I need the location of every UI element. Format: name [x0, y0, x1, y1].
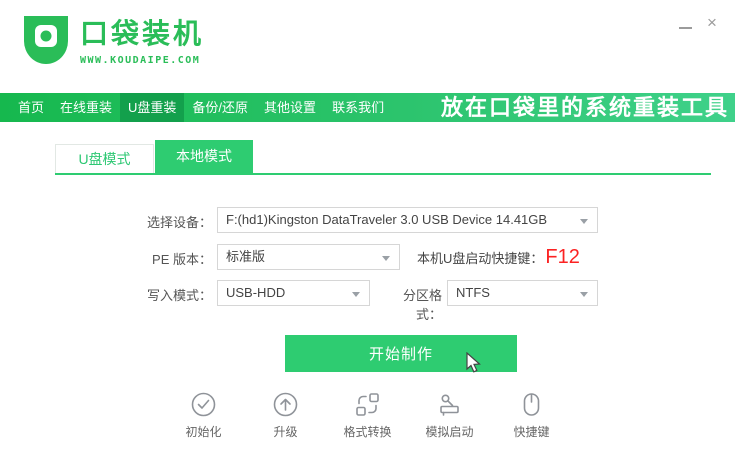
chevron-down-icon: [352, 292, 360, 297]
titlebar: 口袋装机 WWW.KOUDAIPE.COM ×: [0, 0, 735, 93]
minimize-icon[interactable]: [673, 12, 699, 34]
boot-hotkey-label: 本机U盘启动快捷键：: [417, 250, 544, 266]
partition-format-label: 分区格式：: [402, 288, 442, 322]
write-mode-label: 写入模式：: [146, 288, 212, 303]
device-label: 选择设备：: [146, 215, 212, 230]
nav-item-online-reinstall[interactable]: 在线重装: [60, 100, 113, 115]
brand-name: 口袋装机: [80, 18, 205, 49]
logo-text-block: 口袋装机 WWW.KOUDAIPE.COM: [80, 14, 205, 67]
nav-item-backup-restore[interactable]: 备份/还原: [192, 100, 249, 115]
footer-item-label: 格式转换: [343, 425, 392, 439]
check-circle-icon: [191, 392, 216, 417]
start-make-button[interactable]: 开始制作: [285, 335, 517, 372]
stamp-icon: [440, 394, 459, 416]
nav-slogan: 放在口袋里的系统重装工具: [440, 95, 729, 120]
write-mode-select[interactable]: USB-HDD: [217, 280, 370, 306]
brand-url: WWW.KOUDAIPE.COM: [80, 55, 201, 66]
partition-format-select[interactable]: NTFS: [447, 280, 598, 306]
footer-item-upgrade[interactable]: 升级: [251, 391, 321, 440]
window-controls: ×: [673, 12, 725, 34]
footer-item-simulate-boot[interactable]: 模拟启动: [415, 391, 485, 440]
chevron-down-icon: [580, 292, 588, 297]
write-mode-select-value: USB-HDD: [226, 285, 286, 300]
chevron-down-icon: [580, 219, 588, 224]
tab-local-mode[interactable]: 本地模式: [155, 140, 253, 173]
tab-usb-mode[interactable]: U盘模式: [55, 144, 154, 173]
nav-item-usb-reinstall[interactable]: U盘重装: [120, 93, 185, 122]
nav-item-other-settings[interactable]: 其他设置: [264, 100, 317, 115]
close-icon[interactable]: ×: [707, 13, 717, 32]
upgrade-arrow-icon: [273, 392, 298, 417]
tab-underline: [55, 173, 711, 175]
shield-logo-icon: [24, 16, 68, 64]
footer-item-label: 快捷键: [513, 425, 550, 439]
pe-version-label: PE 版本：: [152, 252, 212, 267]
pe-version-select-value: 标准版: [226, 249, 266, 264]
format-convert-icon: [356, 393, 379, 416]
boot-hotkey: 本机U盘启动快捷键： F12: [417, 244, 580, 270]
device-select-value: F:(hd1)Kingston DataTraveler 3.0 USB Dev…: [226, 212, 548, 227]
boot-hotkey-value: F12: [545, 246, 580, 268]
footer-item-hotkeys[interactable]: 快捷键: [497, 391, 567, 440]
footer-item-format-convert[interactable]: 格式转换: [333, 391, 403, 440]
nav-items: 首页 在线重装 U盘重装 备份/还原 其他设置 联系我们: [0, 93, 392, 122]
partition-format-select-value: NTFS: [456, 285, 490, 300]
footer-item-label: 模拟启动: [425, 425, 474, 439]
footer-item-label: 初始化: [185, 425, 222, 439]
nav-item-home[interactable]: 首页: [18, 100, 45, 115]
footer-item-label: 升级: [273, 425, 298, 439]
chevron-down-icon: [382, 256, 390, 261]
main-navbar: 首页 在线重装 U盘重装 备份/还原 其他设置 联系我们 放在口袋里的系统重装工…: [0, 93, 735, 122]
pe-version-select[interactable]: 标准版: [217, 244, 400, 270]
mouse-icon: [523, 393, 540, 416]
nav-item-contact-us[interactable]: 联系我们: [332, 100, 385, 115]
footer-item-initialize[interactable]: 初始化: [169, 391, 239, 440]
app-logo: 口袋装机 WWW.KOUDAIPE.COM: [22, 14, 204, 66]
device-select[interactable]: F:(hd1)Kingston DataTraveler 3.0 USB Dev…: [217, 207, 598, 233]
footer-toolbar: 初始化 升级 格式转换 模拟启动: [0, 391, 735, 440]
